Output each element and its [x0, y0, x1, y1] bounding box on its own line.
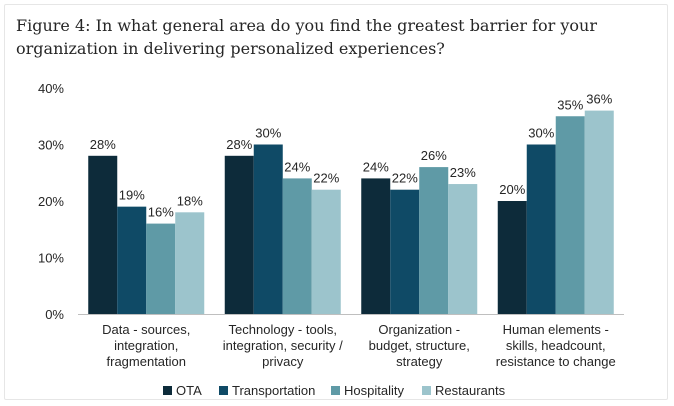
- bar-restaurants: [311, 189, 341, 314]
- data-label: 35%: [557, 97, 583, 112]
- bar-transportation: [390, 189, 420, 314]
- legend-label: Hospitality: [344, 382, 404, 398]
- bar-hospitality: [555, 116, 585, 314]
- x-category-label: budget, structure,: [369, 338, 470, 353]
- bar-ota: [497, 201, 527, 314]
- bar-ota: [88, 155, 118, 314]
- chart-legend: OTA Transportation Hospitality Restaurants: [0, 380, 674, 400]
- x-category-label: integration,: [114, 338, 178, 353]
- legend-swatch: [422, 385, 431, 395]
- bar-transportation: [117, 206, 147, 314]
- x-category-label: Technology - tools,: [229, 322, 337, 337]
- x-category-label: skills, headcount,: [506, 338, 606, 353]
- bar-restaurants: [448, 184, 478, 314]
- legend-label: OTA: [176, 382, 202, 398]
- legend-swatch: [219, 385, 228, 395]
- legend-item-transportation: Transportation: [219, 380, 315, 400]
- data-label: 24%: [284, 159, 310, 174]
- data-label: 23%: [450, 165, 476, 180]
- data-label: 18%: [177, 193, 203, 208]
- x-category-label: Organization -: [378, 322, 460, 337]
- bar-restaurants: [175, 212, 205, 314]
- data-label: 26%: [421, 148, 447, 163]
- y-tick-label: 0%: [45, 307, 64, 322]
- bar-transportation: [526, 144, 556, 314]
- data-label: 28%: [226, 137, 252, 152]
- data-label: 22%: [313, 171, 339, 186]
- y-tick-label: 40%: [38, 81, 64, 96]
- bar-ota: [361, 178, 391, 314]
- bar-restaurants: [584, 110, 614, 314]
- x-category-label: integration, security /: [223, 338, 343, 353]
- bar-hospitality: [282, 178, 312, 314]
- data-label: 24%: [363, 159, 389, 174]
- legend-swatch: [163, 385, 172, 395]
- data-label: 22%: [392, 171, 418, 186]
- data-label: 28%: [90, 137, 116, 152]
- legend-swatch: [331, 385, 340, 395]
- bar-hospitality: [146, 223, 176, 314]
- y-tick-label: 30%: [38, 138, 64, 153]
- bar-ota: [224, 155, 254, 314]
- data-label: 30%: [255, 126, 281, 141]
- legend-label: Restaurants: [435, 382, 506, 398]
- data-label: 30%: [528, 126, 554, 141]
- chart-title: Figure 4: In what general area do you fi…: [16, 16, 597, 58]
- legend-item-hospitality: Hospitality: [331, 380, 404, 400]
- data-label: 16%: [148, 205, 174, 220]
- x-category-label: resistance to change: [496, 354, 616, 369]
- x-category-label: strategy: [396, 354, 443, 369]
- x-category-label: fragmentation: [107, 354, 187, 369]
- data-label: 20%: [499, 182, 525, 197]
- bar-transportation: [253, 144, 283, 314]
- legend-item-restaurants: Restaurants: [422, 380, 505, 400]
- bar-hospitality: [419, 167, 449, 314]
- x-category-label: Human elements -: [503, 322, 609, 337]
- legend-label: Transportation: [232, 382, 316, 398]
- x-category-label: privacy: [262, 354, 304, 369]
- y-tick-label: 20%: [38, 194, 64, 209]
- x-category-label: Data - sources,: [102, 322, 190, 337]
- data-label: 36%: [586, 92, 612, 107]
- legend-item-ota: OTA: [163, 380, 202, 400]
- y-tick-label: 10%: [38, 251, 64, 266]
- data-label: 19%: [119, 188, 145, 203]
